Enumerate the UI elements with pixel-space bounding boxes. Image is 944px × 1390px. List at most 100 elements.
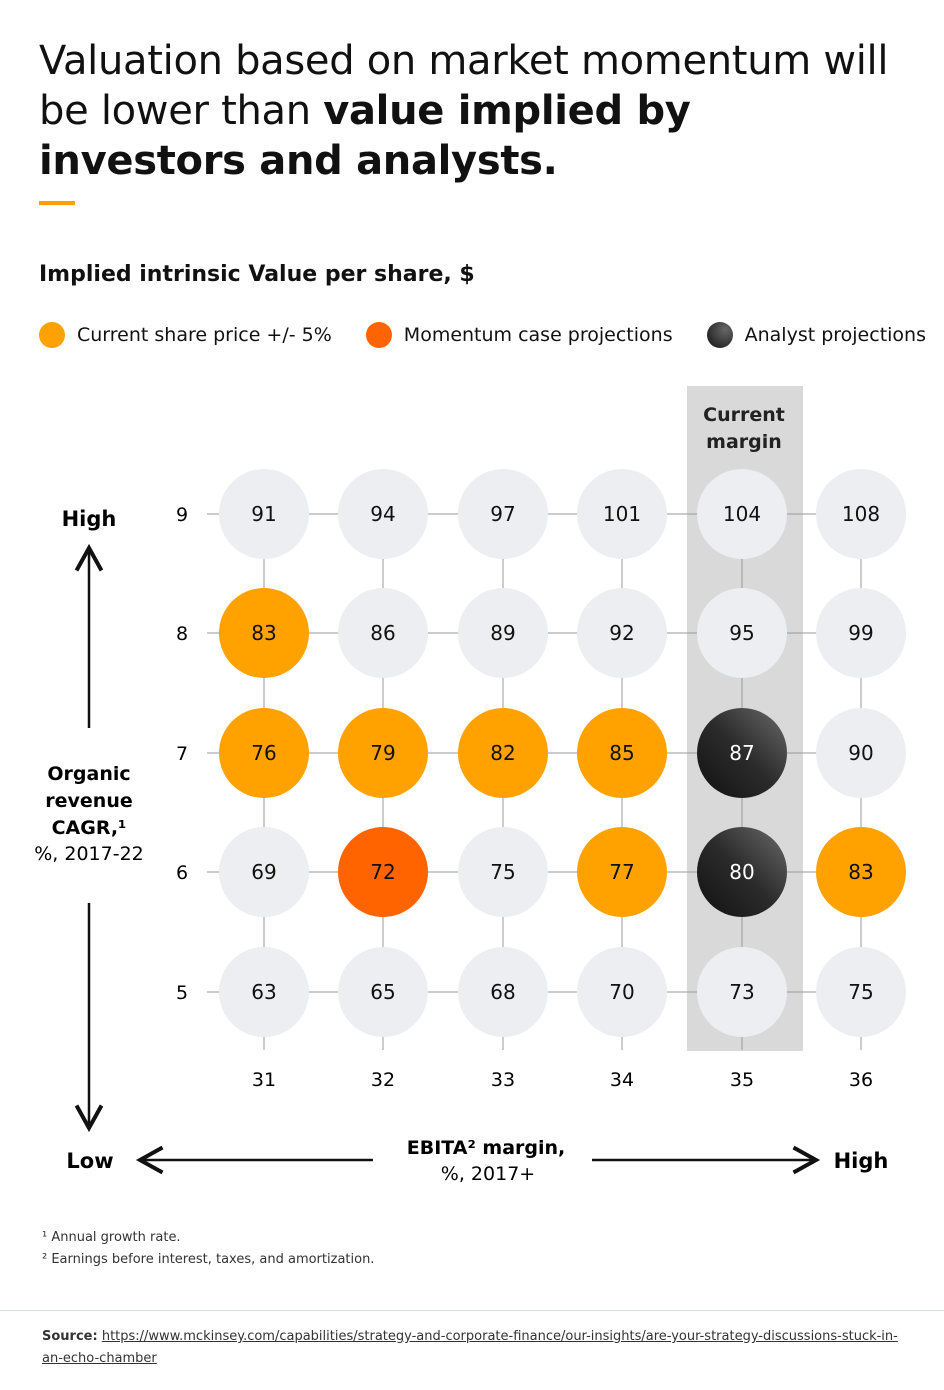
bubble-n: [219, 469, 309, 559]
bubble-value: 76: [251, 741, 276, 765]
x-tick-label: 31: [252, 1069, 276, 1091]
legend-label: Current share price +/- 5%: [77, 324, 332, 346]
bubble-value: 89: [490, 621, 515, 645]
legend-dot-analyst: [706, 322, 733, 348]
bubble-n: [697, 947, 787, 1037]
legend-item-analyst: Analyst projections: [706, 322, 926, 348]
bubble-n: [219, 947, 309, 1037]
bubble-analyst: [697, 827, 787, 917]
headline-regular: Valuation based on market momentum will …: [39, 38, 889, 134]
y-label-2: revenue: [45, 790, 132, 812]
bubble-current: [219, 588, 309, 678]
legend-label: Momentum case projections: [403, 324, 673, 346]
bubble-n: [577, 947, 667, 1037]
bubble-n: [219, 827, 309, 917]
bubble-n: [816, 947, 906, 1037]
bubble-n: [816, 469, 906, 559]
bubble-n: [697, 588, 787, 678]
bubble-current: [219, 708, 309, 798]
y-tick-label: 5: [176, 982, 188, 1004]
bubble-value: 85: [609, 741, 634, 765]
bubble-value: 65: [370, 980, 395, 1004]
bubble-n: [338, 588, 428, 678]
x-tick-label: 32: [371, 1069, 395, 1091]
bubble-value: 69: [251, 860, 276, 884]
bubble-value: 63: [251, 980, 276, 1004]
source: Source: https://www.mckinsey.com/capabil…: [42, 1326, 902, 1370]
y-label-3: CAGR,¹: [52, 817, 127, 839]
bubble-value: 97: [490, 502, 515, 526]
bubble-value: 86: [370, 621, 395, 645]
footnote-2: ² Earnings before interest, taxes, and a…: [42, 1252, 375, 1267]
y-tick-label: 7: [176, 743, 188, 765]
x-tick-label: 36: [849, 1069, 873, 1091]
bubble-value: 80: [729, 860, 754, 884]
bubble-value: 99: [848, 621, 873, 645]
band-label-1: Current: [703, 404, 785, 426]
bubble-value: 73: [729, 980, 754, 1004]
bubble-value: 79: [370, 741, 395, 765]
y-label-1: Organic: [47, 763, 130, 785]
bubble-value: 82: [490, 741, 515, 765]
bubble-value: 72: [370, 860, 395, 884]
bubble-current: [458, 708, 548, 798]
bubble-value: 68: [490, 980, 515, 1004]
divider: [0, 1310, 944, 1311]
bubble-n: [577, 588, 667, 678]
bubble-current: [816, 827, 906, 917]
bubble-current: [338, 708, 428, 798]
source-link[interactable]: https://www.mckinsey.com/capabilities/st…: [42, 1329, 898, 1366]
legend-dot-momentum: [365, 322, 392, 348]
bubble-value: 101: [603, 502, 641, 526]
bubble-value: 83: [848, 860, 873, 884]
x-high-label: High: [834, 1149, 889, 1173]
bubble-n: [816, 588, 906, 678]
legend-label: Analyst projections: [744, 324, 926, 346]
bubble-momentum: [338, 827, 428, 917]
bubble-n: [458, 827, 548, 917]
x-tick-label: 35: [730, 1069, 754, 1091]
x-tick-label: 34: [610, 1069, 634, 1091]
y-tick-label: 6: [176, 862, 188, 884]
bubble-value: 94: [370, 502, 395, 526]
bubble-value: 83: [251, 621, 276, 645]
bubble-analyst: [697, 708, 787, 798]
bubble-value: 75: [490, 860, 515, 884]
x-label-1: EBITA² margin,: [407, 1137, 566, 1159]
y-tick-label: 9: [176, 504, 188, 526]
bubble-n: [458, 469, 548, 559]
legend-item-current: Current share price +/- 5%: [39, 322, 332, 348]
source-label: Source:: [42, 1329, 98, 1344]
band-label-2: margin: [706, 431, 782, 453]
bubble-n: [458, 588, 548, 678]
bubble-n: [338, 947, 428, 1037]
bubble-n: [458, 947, 548, 1037]
bubble-value: 87: [729, 741, 754, 765]
legend: Current share price +/- 5% Momentum case…: [39, 322, 926, 348]
y-tick-label: 8: [176, 623, 188, 645]
x-low-label: Low: [66, 1149, 113, 1173]
x-label-2: %, 2017+: [441, 1163, 535, 1185]
x-tick-label: 33: [491, 1069, 515, 1091]
bubble-value: 108: [842, 502, 880, 526]
bubble-value: 91: [251, 502, 276, 526]
y-high-label: High: [62, 507, 117, 531]
bubble-value: 92: [609, 621, 634, 645]
headline: Valuation based on market momentum will …: [39, 36, 899, 186]
chart-title: Implied intrinsic Value per share, $: [39, 262, 475, 287]
accent-bar: [39, 201, 75, 205]
bubble-value: 77: [609, 860, 634, 884]
bubble-value: 75: [848, 980, 873, 1004]
legend-item-momentum: Momentum case projections: [365, 322, 673, 348]
bubble-value: 90: [848, 741, 873, 765]
bubble-value: 104: [723, 502, 761, 526]
bubble-n: [816, 708, 906, 798]
bubble-n: [577, 469, 667, 559]
bubble-value: 95: [729, 621, 754, 645]
y-label-4: %, 2017-22: [34, 843, 144, 865]
headline-bold: value implied by investors and analysts.: [39, 88, 691, 184]
bubble-n: [338, 469, 428, 559]
legend-dot-current: [39, 322, 65, 348]
bubble-current: [577, 708, 667, 798]
